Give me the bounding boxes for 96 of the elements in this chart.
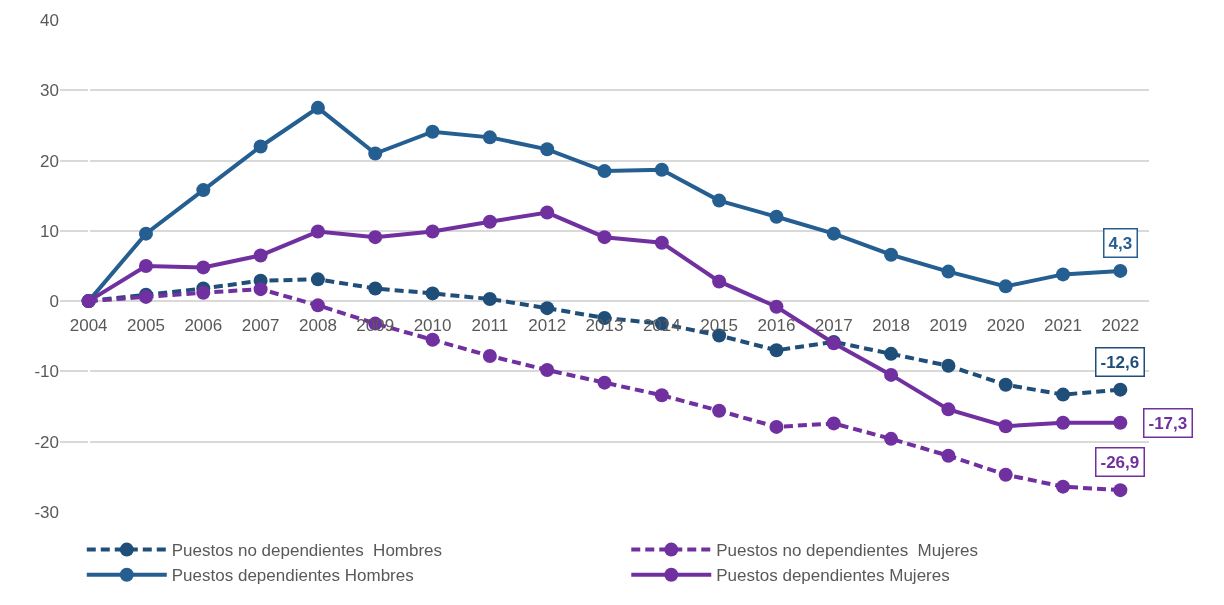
point bbox=[310, 272, 325, 287]
y-tick-label: 30 bbox=[40, 81, 59, 101]
legend-label: Puestos dependientes Mujeres bbox=[716, 566, 950, 586]
point bbox=[941, 264, 956, 279]
x-tick-label: 2013 bbox=[585, 315, 624, 335]
point bbox=[769, 343, 784, 358]
point bbox=[597, 230, 612, 245]
point bbox=[1113, 415, 1128, 430]
point bbox=[368, 146, 383, 161]
point bbox=[368, 230, 383, 245]
point bbox=[884, 247, 899, 262]
point bbox=[425, 332, 440, 347]
point bbox=[425, 124, 440, 139]
point bbox=[597, 375, 612, 390]
point bbox=[1056, 479, 1071, 494]
y-tick-label: 0 bbox=[49, 292, 59, 312]
x-tick-label: 2017 bbox=[814, 315, 853, 335]
point bbox=[998, 377, 1013, 392]
point bbox=[253, 248, 268, 263]
data-label: 4,3 bbox=[1108, 233, 1133, 253]
point bbox=[769, 209, 784, 224]
x-tick-label: 2004 bbox=[69, 315, 108, 335]
legend-label: Puestos dependientes Hombres bbox=[171, 566, 414, 586]
point bbox=[654, 235, 669, 250]
point bbox=[138, 226, 153, 241]
point bbox=[253, 139, 268, 154]
legend-label: Puestos no dependientes Hombres bbox=[171, 541, 443, 561]
point bbox=[253, 282, 268, 297]
point bbox=[482, 130, 497, 145]
y-tick-label: -20 bbox=[34, 432, 59, 452]
point bbox=[1113, 382, 1128, 397]
x-tick-label: 2020 bbox=[986, 315, 1025, 335]
point bbox=[1113, 483, 1128, 498]
x-tick-label: 2015 bbox=[700, 315, 739, 335]
x-tick-label: 2021 bbox=[1044, 315, 1082, 335]
x-tick-label: 2019 bbox=[929, 315, 968, 335]
y-tick-label: 20 bbox=[40, 151, 59, 171]
point bbox=[425, 286, 440, 301]
y-tick-label: 40 bbox=[40, 10, 59, 30]
point bbox=[196, 260, 211, 275]
point bbox=[597, 164, 612, 179]
point bbox=[654, 162, 669, 177]
point bbox=[941, 402, 956, 417]
point bbox=[482, 214, 497, 229]
point bbox=[540, 205, 555, 220]
point bbox=[1113, 263, 1128, 278]
point bbox=[941, 448, 956, 463]
point bbox=[654, 388, 669, 403]
point bbox=[368, 281, 383, 296]
x-tick-label: 2011 bbox=[471, 315, 509, 335]
point bbox=[884, 367, 899, 382]
point bbox=[1056, 415, 1071, 430]
point bbox=[540, 362, 555, 377]
point bbox=[826, 226, 841, 241]
x-tick-label: 2018 bbox=[872, 315, 910, 335]
point bbox=[769, 419, 784, 434]
x-tick-label: 2012 bbox=[528, 315, 567, 335]
x-tick-label: 2005 bbox=[127, 315, 165, 335]
point bbox=[196, 285, 211, 300]
x-tick-label: 2022 bbox=[1101, 315, 1140, 335]
legend-label: Puestos no dependientes Mujeres bbox=[716, 541, 979, 561]
point bbox=[138, 258, 153, 273]
point bbox=[712, 193, 727, 208]
point bbox=[540, 142, 555, 157]
point bbox=[310, 100, 325, 115]
point bbox=[482, 348, 497, 363]
x-tick-label: 2016 bbox=[757, 315, 796, 335]
x-tick-label: 2007 bbox=[241, 315, 280, 335]
point bbox=[482, 292, 497, 306]
data-label: -17,3 bbox=[1148, 413, 1188, 433]
point bbox=[941, 358, 956, 373]
point bbox=[196, 183, 211, 198]
data-label: -12,6 bbox=[1100, 352, 1140, 372]
point bbox=[884, 346, 899, 361]
point bbox=[998, 467, 1013, 482]
y-tick-label: -10 bbox=[34, 362, 59, 382]
point bbox=[310, 298, 325, 313]
point bbox=[310, 224, 325, 239]
point bbox=[998, 419, 1013, 434]
point bbox=[769, 299, 784, 314]
point bbox=[425, 224, 440, 239]
point bbox=[884, 431, 899, 446]
point bbox=[540, 301, 555, 316]
point bbox=[712, 403, 727, 418]
x-tick-label: 2006 bbox=[184, 315, 223, 335]
x-tick-label: 2014 bbox=[642, 315, 681, 335]
y-tick-label: 10 bbox=[40, 221, 59, 241]
y-tick-label: -30 bbox=[34, 502, 59, 522]
x-tick-label: 2008 bbox=[299, 315, 337, 335]
x-tick-label: 2010 bbox=[413, 315, 452, 335]
point bbox=[1056, 387, 1071, 402]
point bbox=[1056, 267, 1071, 282]
point bbox=[826, 416, 841, 431]
data-label: -26,9 bbox=[1100, 452, 1140, 472]
point bbox=[712, 274, 727, 289]
point bbox=[998, 279, 1013, 294]
